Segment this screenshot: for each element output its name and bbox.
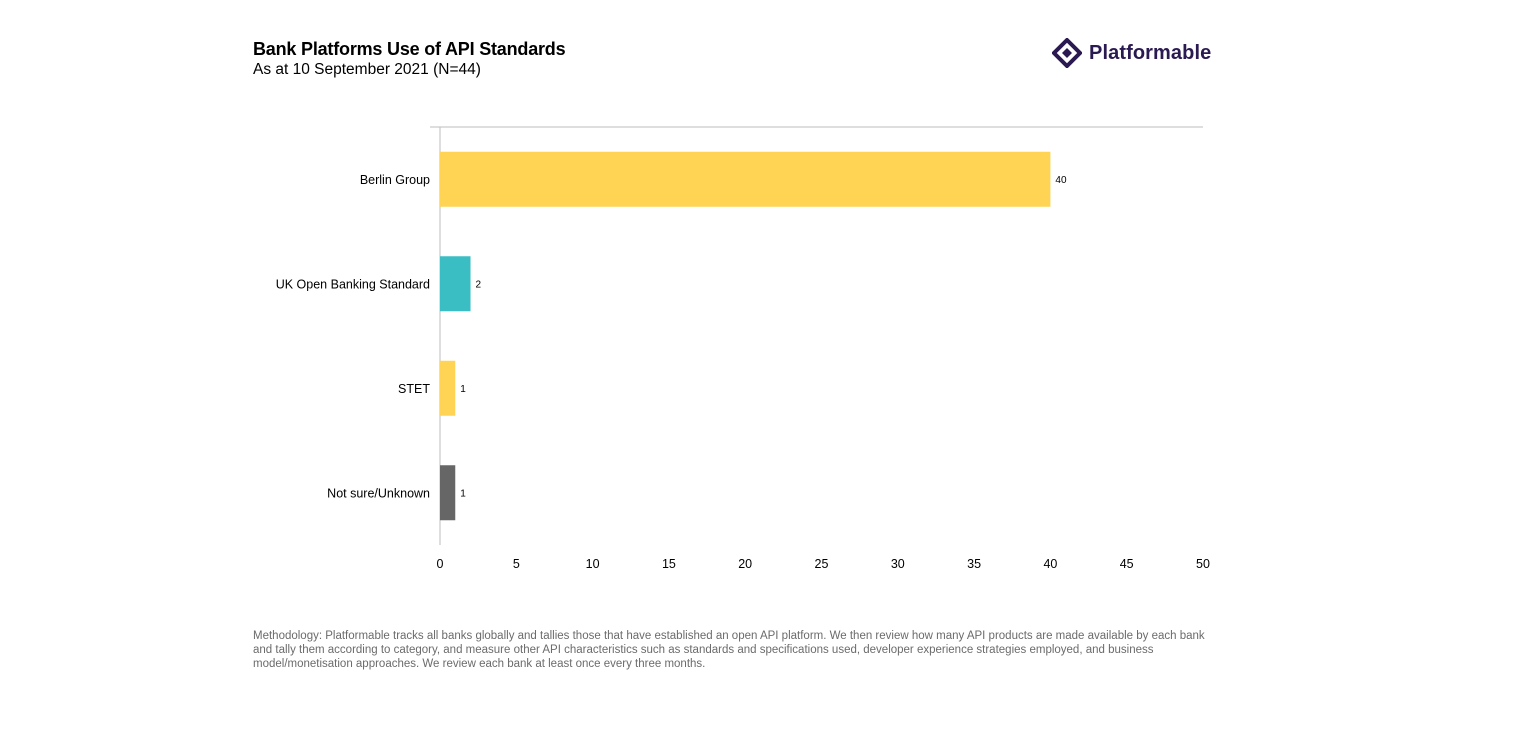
x-tick-label-8: 40 [1043, 557, 1057, 571]
x-tick-label-7: 35 [967, 557, 981, 571]
x-tick-label-4: 20 [738, 557, 752, 571]
x-tick-label-3: 15 [662, 557, 676, 571]
category-label-2: STET [398, 382, 430, 396]
methodology-note: Methodology: Platformable tracks all ban… [253, 630, 1205, 670]
x-tick-label-10: 50 [1196, 557, 1210, 571]
bar-1 [440, 256, 471, 312]
data-label-0: 40 [1055, 175, 1067, 186]
category-label-0: Berlin Group [360, 173, 430, 187]
x-tick-label-2: 10 [586, 557, 600, 571]
logo-text: Platformable [1089, 41, 1212, 64]
x-tick-label-0: 0 [437, 557, 444, 571]
category-label-3: Not sure/Unknown [327, 486, 430, 500]
data-label-2: 1 [460, 384, 466, 395]
data-label-3: 1 [460, 488, 466, 499]
diamond-logo-icon [1052, 38, 1082, 68]
platformable-logo: Platformable [1052, 38, 1211, 68]
x-tick-label-1: 5 [513, 557, 520, 571]
chart-subtitle: As at 10 September 2021 (N=44) [253, 61, 481, 78]
x-tick-label-5: 25 [815, 557, 829, 571]
x-tick-label-6: 30 [891, 557, 905, 571]
bar-2 [440, 360, 456, 416]
category-label-1: UK Open Banking Standard [276, 277, 430, 291]
data-label-1: 2 [476, 279, 482, 290]
bar-3 [440, 465, 456, 521]
chart-title: Bank Platforms Use of API Standards [253, 39, 566, 59]
bar-0 [440, 151, 1051, 207]
x-tick-label-9: 45 [1120, 557, 1134, 571]
